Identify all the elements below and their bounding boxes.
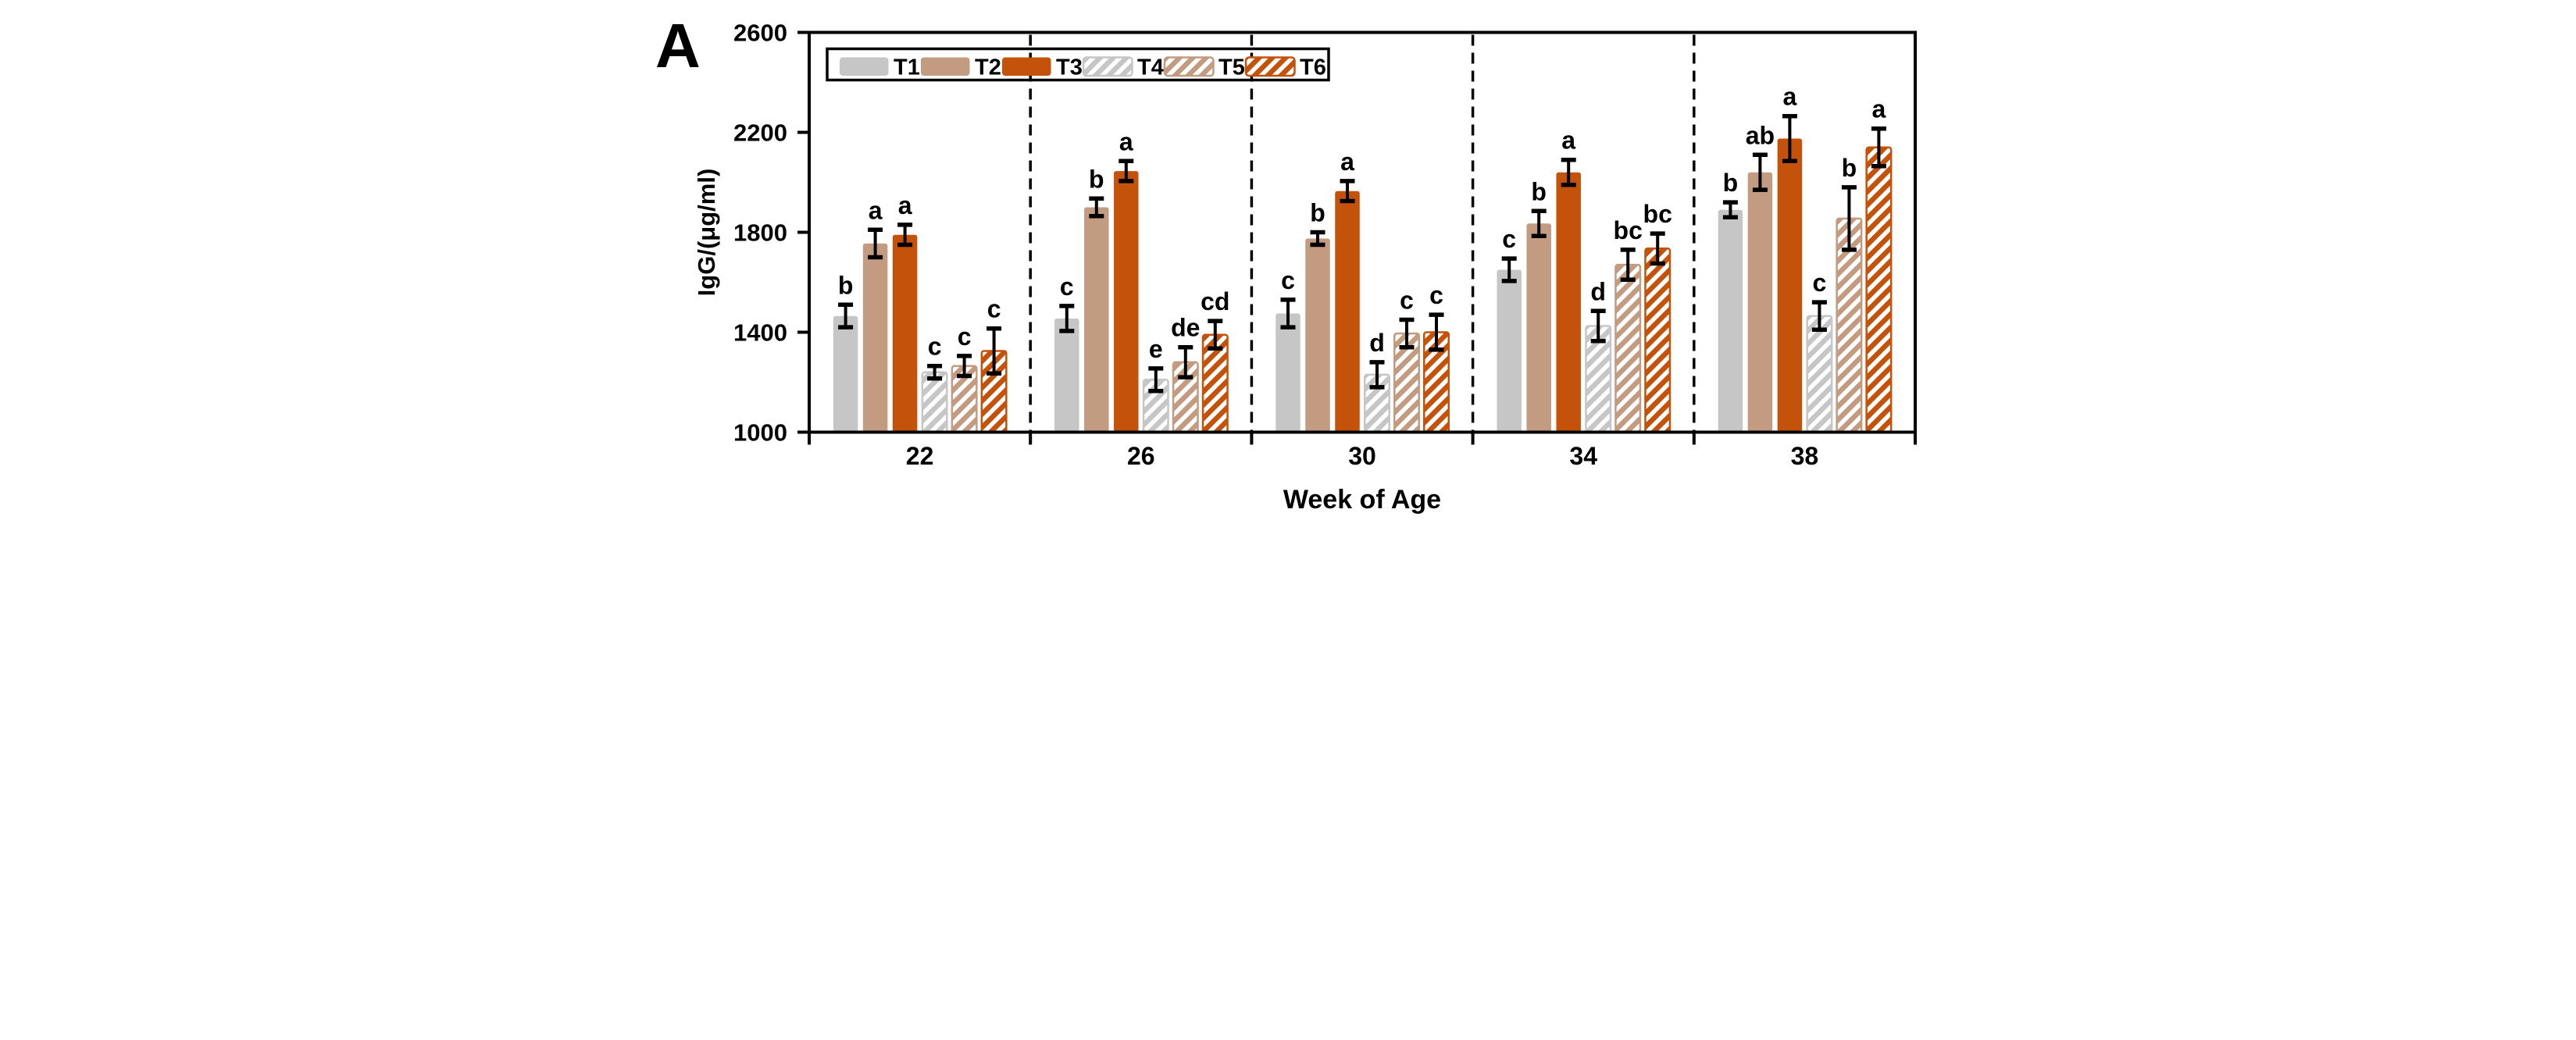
bar-t4-week22 — [921, 371, 948, 433]
sig-letter-t1-week26: c — [1059, 272, 1073, 301]
legend-label-t1: T1 — [894, 55, 920, 80]
x-category-label: 26 — [1127, 442, 1155, 470]
panel-label: A — [655, 11, 701, 80]
sig-letter-t5-week38: b — [1841, 154, 1857, 182]
sig-letter-t4-week30: d — [1369, 329, 1385, 357]
sig-letter-t3-week30: a — [1340, 148, 1354, 176]
sig-letter-t3-week22: a — [897, 191, 912, 219]
bar-t2-week26 — [1083, 207, 1109, 433]
sig-letter-t6-week34: bc — [1643, 200, 1672, 228]
bar-t2-week22 — [862, 243, 887, 433]
x-category-label: 30 — [1348, 442, 1376, 470]
x-category-label: 38 — [1790, 442, 1818, 470]
y-tick-label: 1800 — [733, 219, 787, 247]
bar-t5-week34 — [1614, 263, 1641, 433]
sig-letter-t6-week30: c — [1429, 281, 1443, 309]
sig-letter-t1-week38: b — [1722, 169, 1738, 197]
legend-swatch-t5 — [1163, 56, 1215, 77]
legend-swatch-t6 — [1244, 56, 1296, 77]
sig-letter-t2-week34: b — [1531, 177, 1547, 205]
plot-border — [807, 30, 1917, 434]
y-tick-label: 1400 — [733, 319, 787, 347]
bar-t3-week26 — [1113, 171, 1139, 433]
y-tick-label: 2200 — [733, 119, 787, 147]
sig-letter-t5-week30: c — [1400, 287, 1414, 315]
sig-letter-t2-week30: b — [1310, 199, 1325, 227]
y-tick-label: 2600 — [733, 20, 787, 47]
sig-letter-t2-week38: ab — [1745, 121, 1774, 149]
sig-letter-t5-week34: bc — [1613, 216, 1642, 244]
sig-letter-t4-week38: c — [1812, 269, 1826, 297]
sig-letter-t5-week22: c — [957, 322, 971, 351]
sig-letter-t2-week22: a — [868, 196, 882, 224]
bar-t2-week38 — [1747, 172, 1772, 433]
sig-letter-t4-week22: c — [927, 333, 941, 361]
sig-letter-t1-week30: c — [1281, 266, 1295, 294]
legend-label-t5: T5 — [1218, 55, 1245, 80]
bar-t6-week34 — [1643, 248, 1671, 433]
sig-letter-t2-week26: b — [1089, 165, 1104, 193]
chart-overlay: T1 T2 T3 T4 T5 T6 — [825, 34, 1696, 433]
bar-t1-week38 — [1718, 209, 1743, 433]
bar-t1-week22 — [833, 315, 858, 433]
bar-t1-week30 — [1275, 313, 1300, 433]
sig-letter-t3-week38: a — [1782, 83, 1796, 111]
legend-swatch-t2 — [920, 57, 969, 76]
sig-letter-t3-week34: a — [1561, 126, 1575, 155]
sig-letter-t6-week22: c — [987, 295, 1001, 323]
sig-letter-t1-week22: b — [837, 271, 853, 299]
legend-label-t6: T6 — [1300, 55, 1326, 80]
x-category-label: 22 — [905, 442, 933, 470]
sig-letter-t6-week26: cd — [1201, 287, 1229, 315]
sig-letter-t1-week34: c — [1502, 225, 1516, 253]
figure-panel-a: A IgG/(μg/ml) Week of Age 1000 1400 1800 22… — [644, 0, 1932, 520]
bar-t4-week38 — [1805, 315, 1832, 433]
bar-t1-week26 — [1054, 318, 1079, 433]
legend-label-t3: T3 — [1056, 55, 1083, 80]
bar-t3-week34 — [1555, 172, 1581, 433]
sig-letter-t3-week26: a — [1119, 127, 1133, 155]
legend-label-t2: T2 — [975, 55, 1001, 80]
sig-letter-t4-week26: e — [1148, 335, 1162, 363]
sig-letter-t6-week38: a — [1871, 95, 1886, 123]
x-category-label: 34 — [1569, 442, 1597, 470]
sig-letter-t4-week34: d — [1590, 277, 1606, 305]
bar-t6-week38 — [1864, 146, 1892, 433]
legend-swatch-t3 — [1001, 57, 1051, 76]
x-axis-title: Week of Age — [1283, 485, 1440, 515]
legend-swatch-t4 — [1082, 56, 1133, 77]
bar-t3-week38 — [1777, 138, 1802, 433]
legend-swatch-t1 — [839, 57, 888, 76]
legend-label-t4: T4 — [1137, 55, 1164, 80]
sig-letter-t5-week26: de — [1171, 314, 1200, 342]
bar-t1-week34 — [1496, 269, 1522, 433]
y-tick-label: 1000 — [733, 419, 787, 447]
bar-t2-week34 — [1525, 223, 1551, 433]
bar-t3-week22 — [892, 234, 917, 433]
bar-t3-week30 — [1334, 191, 1360, 433]
igg-grouped-bar-chart: A IgG/(μg/ml) Week of Age 1000 1400 1800 22… — [655, 11, 1917, 515]
y-axis-title: IgG/(μg/ml) — [693, 169, 720, 297]
bar-t2-week30 — [1304, 238, 1330, 433]
